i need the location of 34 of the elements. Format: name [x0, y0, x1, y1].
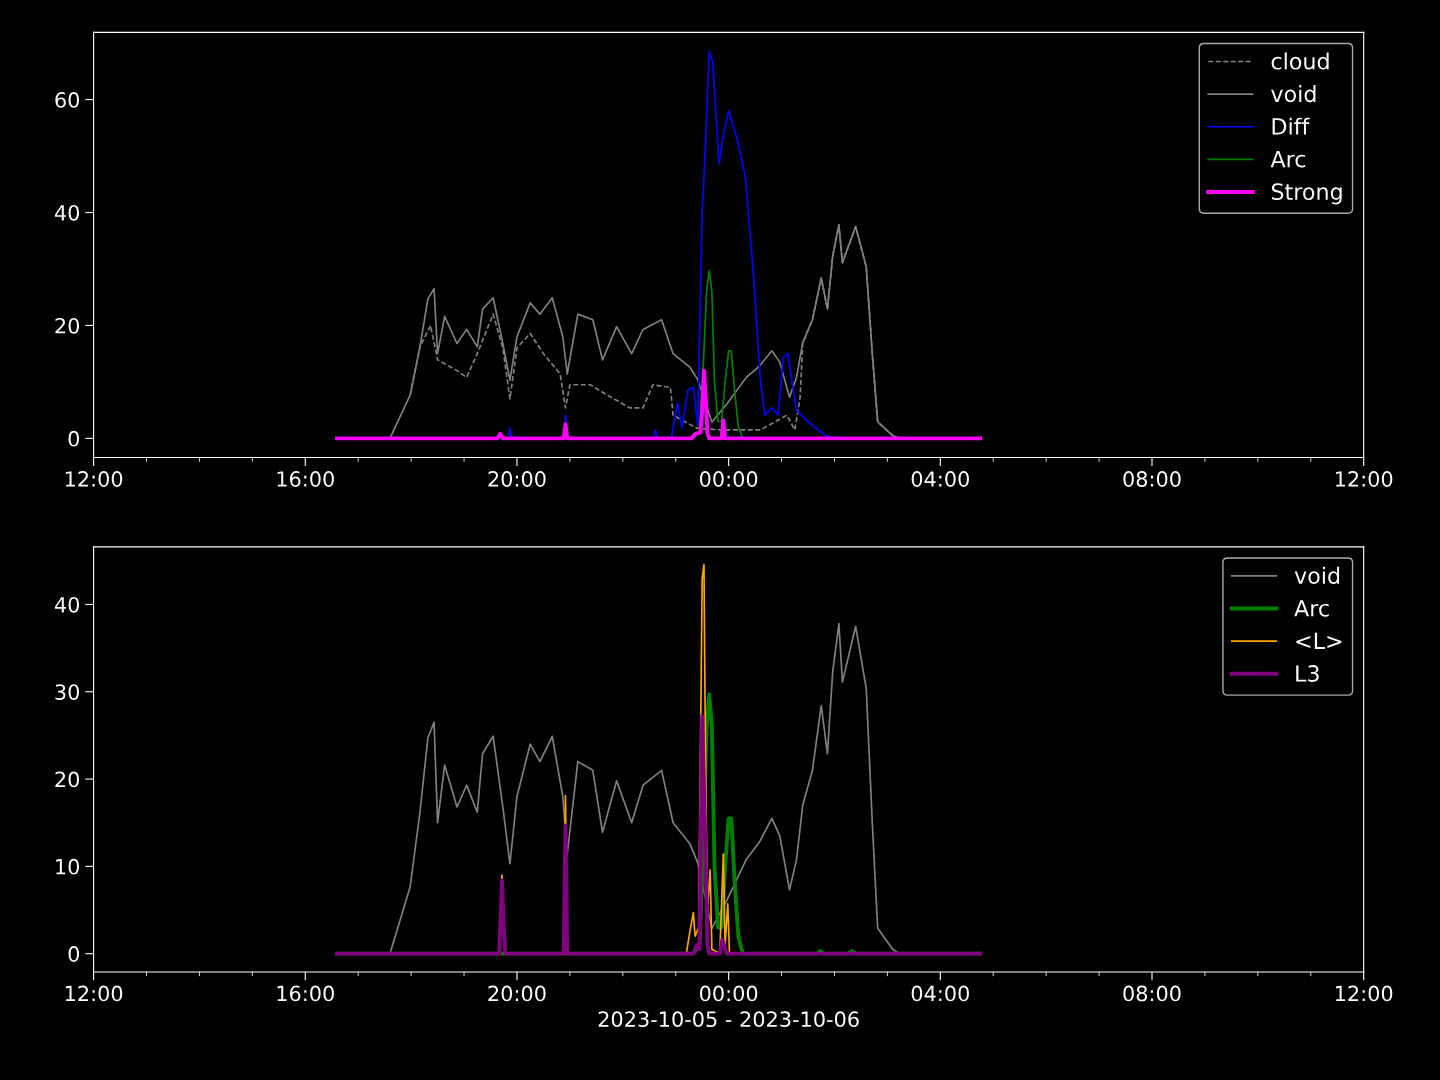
legend-label: Arc	[1294, 600, 1329, 617]
legend-label: <L>	[1296, 632, 1342, 649]
y-tick-label: 40	[54, 204, 80, 221]
legend-label: Diff	[1272, 117, 1310, 135]
legend-label: Arc	[1270, 150, 1306, 168]
legend-label: Strong	[1271, 183, 1342, 205]
x-tick-label: 12:00	[1335, 985, 1393, 1002]
x-tick-label: 16:00	[277, 985, 334, 1002]
y-tick-label: 10	[56, 858, 80, 875]
x-tick-label: 12:00	[65, 471, 123, 487]
x-tick-label: 20:00	[488, 471, 546, 487]
x-tick-label: 16:00	[277, 471, 334, 487]
x-tick-label: 12:00	[65, 985, 123, 1002]
x-tick-label: 12:00	[1335, 471, 1393, 487]
x-tick-label: 08:00	[1123, 985, 1181, 1002]
x-axis-title: 2023-10-05 - 2023-10-06	[598, 1011, 859, 1028]
legend-label: void	[1271, 85, 1316, 103]
x-tick-label: 04:00	[911, 471, 969, 487]
y-tick-label: 20	[55, 771, 80, 788]
y-tick-label: 60	[55, 92, 80, 108]
x-tick-label: 20:00	[488, 985, 546, 1002]
x-tick-label: 08:00	[1123, 471, 1181, 487]
x-tick-label: 00:00	[699, 985, 758, 1002]
y-tick-label: 40	[54, 596, 80, 613]
legend-label: L3	[1296, 665, 1319, 682]
y-tick-label: 0	[68, 430, 80, 447]
legend-label: cloud	[1271, 52, 1329, 70]
line-series	[335, 368, 982, 441]
y-tick-label: 30	[55, 684, 80, 700]
x-tick-label: 00:00	[699, 471, 758, 487]
y-tick-label: 20	[55, 317, 80, 334]
y-tick-label: 0	[68, 946, 80, 962]
legend-label: void	[1294, 566, 1340, 585]
x-tick-label: 04:00	[911, 985, 969, 1002]
